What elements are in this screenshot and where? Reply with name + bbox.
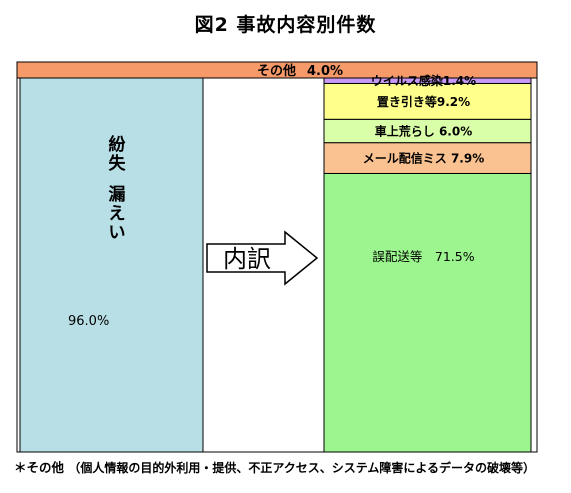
bar-seg-virus [323, 77, 532, 84]
label-seg-virus: ウイルス感染1.4% [371, 73, 476, 88]
label-seg-email-error: メール配信ミス 7.9% [363, 151, 484, 166]
segment-label-lost-char: い [109, 223, 126, 243]
segment-value-other: 4.0% [307, 64, 343, 79]
segment-label-lost-char: 紛 [109, 134, 126, 155]
segment-value-lost: 96.0% [68, 314, 109, 329]
bar-seg-email-error [323, 142, 532, 174]
footnote: ＊その他 （個人情報の目的外利用・提供、不正アクセス、システム障害によるデータの… [14, 457, 535, 476]
segment-label-lost-char: 漏 [109, 185, 126, 205]
footnote-head: ＊その他 [14, 460, 65, 475]
segment-label-other: その他 [257, 63, 296, 79]
arrow-shape [206, 230, 319, 286]
label-seg-car-theft: 車上荒らし 6.0% [375, 123, 472, 138]
segment-label-lost-char: え [109, 204, 126, 224]
chart-title: 図2 事故内容別件数 [194, 14, 377, 36]
arrow-label: 内訳 [223, 245, 271, 273]
bar-segment-other [16, 61, 538, 79]
segment-label-lost-char: 失 [109, 153, 127, 174]
footnote-body: （個人情報の目的外利用・提供、不正アクセス、システム障害によるデータの破壊等） [68, 461, 536, 475]
label-seg-snatch: 置き引き等9.2% [377, 94, 470, 109]
bar-seg-misdelivery [323, 172, 532, 453]
bar-segment-lost [19, 77, 204, 453]
label-seg-misdelivery: 誤配送等 71.5% [372, 249, 474, 264]
